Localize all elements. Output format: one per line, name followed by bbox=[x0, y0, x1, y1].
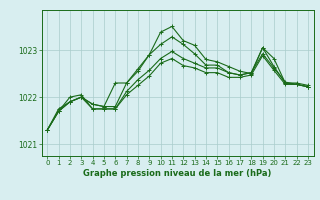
X-axis label: Graphe pression niveau de la mer (hPa): Graphe pression niveau de la mer (hPa) bbox=[84, 169, 272, 178]
